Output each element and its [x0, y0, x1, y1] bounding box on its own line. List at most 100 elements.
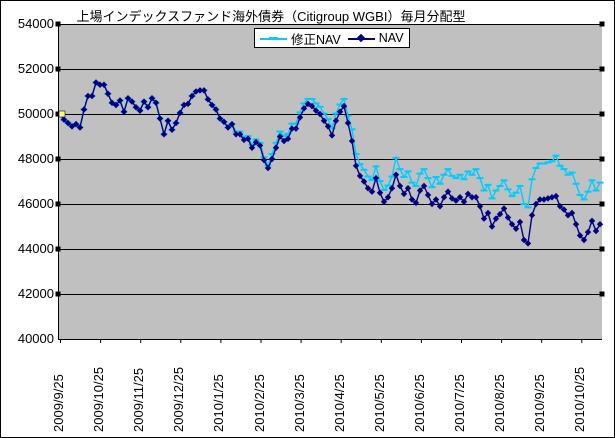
series-marker-0: [572, 182, 580, 185]
series-marker-0: [364, 175, 372, 178]
series-marker-1: [296, 114, 304, 121]
series-marker-1: [520, 236, 528, 244]
series-marker-0: [408, 181, 416, 184]
series-marker-0: [540, 162, 548, 165]
gridline-handle: [599, 291, 605, 297]
series-marker-1: [352, 162, 360, 169]
series-marker-1: [272, 144, 280, 151]
series-marker-1: [276, 133, 284, 140]
series-marker-1: [484, 209, 492, 217]
series-marker-1: [324, 123, 332, 130]
series-marker-0: [280, 135, 288, 138]
series-marker-1: [332, 117, 340, 124]
x-axis-label: 2010/8/25: [492, 374, 508, 432]
series-marker-1: [492, 215, 500, 222]
series-marker-0: [400, 176, 408, 178]
series-marker-1: [572, 221, 580, 228]
series-marker-1: [284, 135, 292, 142]
plot-background: [58, 24, 602, 339]
series-marker-0: [568, 171, 576, 174]
series-marker-1: [592, 227, 600, 235]
series-marker-0: [388, 175, 396, 178]
series-marker-1: [288, 125, 296, 132]
series-marker-1: [60, 116, 68, 123]
series-marker-1: [396, 182, 404, 190]
series-marker-0: [272, 141, 280, 144]
y-axis-label: 48000: [17, 151, 54, 166]
gridline-handle: [55, 291, 61, 297]
gridline-handle: [599, 201, 605, 207]
series-marker-1: [216, 115, 224, 122]
series-marker-0: [576, 194, 584, 196]
series-marker-1: [160, 131, 168, 138]
series-marker-0: [544, 161, 552, 164]
series-marker-0: [336, 103, 344, 106]
y-axis-label: 42000: [17, 286, 54, 301]
series-marker-0: [516, 185, 524, 187]
series-marker-0: [476, 177, 484, 180]
series-marker-1: [476, 203, 484, 210]
chart-title: 上場インデックスファンド海外債券（Citigroup WGBI）毎月分配型: [76, 9, 466, 24]
series-marker-1: [524, 240, 532, 247]
series-marker-1: [356, 172, 364, 180]
series-marker-0: [456, 173, 464, 176]
series-marker-1: [156, 115, 164, 122]
series-marker-1: [116, 97, 124, 104]
series-marker-0: [588, 179, 596, 182]
gridline-handle: [599, 66, 605, 72]
series-marker-1: [560, 206, 568, 213]
series-marker-1: [128, 98, 136, 105]
series-marker-1: [360, 178, 368, 185]
series-marker-0: [300, 102, 308, 105]
series-marker-0: [320, 112, 328, 115]
series-marker-1: [248, 144, 256, 151]
series-marker-1: [368, 188, 376, 195]
series-marker-1: [100, 81, 108, 88]
series-marker-1: [504, 214, 512, 221]
series-marker-1: [84, 92, 92, 100]
series-marker-1: [72, 120, 80, 128]
series-marker-1: [364, 185, 372, 192]
series-marker-0: [284, 132, 292, 135]
series-marker-1: [300, 105, 308, 112]
series-marker-1: [88, 92, 96, 100]
y-axis-label: 46000: [17, 196, 54, 211]
y-axis-label: 44000: [17, 241, 54, 256]
series-marker-0: [564, 173, 572, 176]
x-axis-label: 2009/12/25: [171, 366, 187, 432]
y-axis-label: 54000: [17, 16, 54, 31]
series-marker-0: [512, 191, 520, 194]
series-marker-0: [464, 170, 472, 173]
series-marker-1: [588, 217, 596, 225]
series-marker-0: [428, 186, 436, 189]
series-line-1: [59, 81, 601, 245]
series-marker-1: [328, 132, 336, 139]
series-marker-1: [96, 81, 104, 88]
series-marker-1: [388, 185, 396, 192]
series-marker-1: [184, 100, 192, 108]
series-marker-0: [504, 188, 512, 191]
series-marker-1: [280, 137, 288, 145]
series-marker-1: [256, 142, 264, 149]
series-marker-0: [484, 183, 492, 186]
y-axis-label: 50000: [17, 106, 54, 121]
series-marker-1: [188, 92, 196, 100]
series-marker-1: [220, 118, 228, 126]
series-marker-1: [596, 221, 604, 228]
series-marker-0: [348, 128, 356, 131]
series-marker-0: [560, 168, 568, 171]
series-marker-1: [348, 137, 356, 145]
series-marker-1: [424, 191, 432, 199]
series-marker-1: [376, 189, 384, 196]
series-marker-1: [112, 101, 120, 109]
modified-nav-line-icon: [260, 34, 287, 43]
series-marker-1: [488, 223, 496, 230]
series-marker-1: [208, 101, 216, 109]
series-marker-1: [104, 90, 112, 97]
gridline-handle: [55, 21, 61, 27]
series-marker-1: [76, 124, 84, 131]
series-marker-1: [580, 236, 588, 244]
series-marker-0: [368, 178, 376, 181]
series-marker-1: [516, 218, 524, 226]
series-marker-1: [120, 108, 128, 115]
